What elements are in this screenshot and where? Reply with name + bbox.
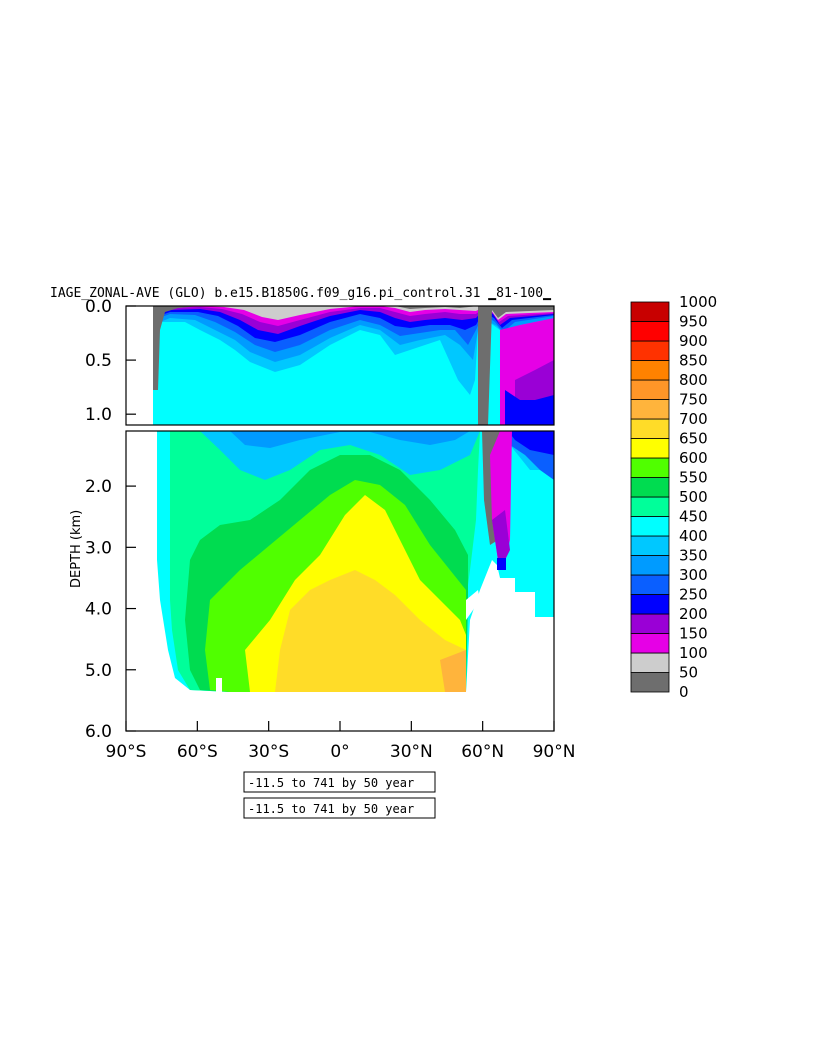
colorbar-swatch	[630, 438, 670, 459]
x-tick-label: 60°N	[461, 742, 504, 762]
x-tick-label: 30°N	[390, 742, 433, 762]
colorbar-label: 750	[679, 391, 708, 409]
colorbar-swatch	[630, 652, 670, 673]
y-tick-label: 2.0	[85, 477, 112, 497]
colorbar-swatch	[630, 496, 670, 517]
x-tick-label: 60°S	[177, 742, 218, 762]
y-tick-label: 0.5	[85, 351, 112, 371]
y-tick-label: 4.0	[85, 600, 112, 620]
colorbar-swatch	[630, 360, 670, 381]
colorbar-swatch	[630, 555, 670, 576]
y-tick-label: 1.0	[85, 405, 112, 425]
chart-title: IAGE_ZONAL-AVE (GLO) b.e15.B1850G.f09_g1…	[50, 286, 551, 301]
colorbar-swatch	[630, 321, 670, 342]
colorbar-swatch	[630, 516, 670, 537]
colorbar-label: 250	[679, 586, 708, 604]
y-axis-label: DEPTH (km)	[69, 510, 84, 588]
colorbar-label: 700	[679, 410, 708, 428]
colorbar-swatch	[630, 418, 670, 439]
colorbar-swatch	[630, 477, 670, 498]
contour-note-1: -11.5 to 741 by 50 year	[248, 776, 414, 790]
upper-panel-frame	[125, 305, 555, 426]
colorbar-label: 600	[679, 449, 708, 467]
y-tick-label: 0.0	[85, 297, 112, 317]
colorbar-label: 850	[679, 352, 708, 370]
colorbar-label: 500	[679, 488, 708, 506]
colorbar-swatch	[630, 457, 670, 478]
colorbar-label: 50	[679, 664, 698, 682]
y-tick-label: 5.0	[85, 661, 112, 681]
colorbar-swatch	[630, 613, 670, 634]
y-axis: 0.0 0.5 1.0 2.0 3.0 4.0 5.0 6.0	[85, 297, 136, 742]
x-tick-label: 0°	[330, 742, 349, 762]
colorbar-swatch	[630, 399, 670, 420]
colorbar-swatch	[630, 574, 670, 595]
y-tick-label: 3.0	[85, 538, 112, 558]
colorbar-swatch	[630, 379, 670, 400]
lower-panel-fill	[126, 431, 554, 731]
colorbar-label: 950	[679, 313, 708, 331]
y-tick-label: 6.0	[85, 722, 112, 742]
upper-panel-fill	[126, 306, 554, 425]
colorbar-swatch	[630, 594, 670, 615]
contour-note-box-1	[243, 771, 436, 793]
colorbar-label: 100	[679, 644, 708, 662]
colorbar-swatch	[630, 672, 670, 693]
colorbar-label: 550	[679, 469, 708, 487]
x-tick-label: 90°N	[533, 742, 576, 762]
colorbar-label: 650	[679, 430, 708, 448]
colorbar-label: 200	[679, 605, 708, 623]
contour-note-box-2	[243, 797, 436, 819]
x-tick-label: 30°S	[248, 742, 289, 762]
colorbar-swatch	[630, 633, 670, 654]
colorbar-swatch	[630, 301, 670, 322]
colorbar-label: 800	[679, 371, 708, 389]
colorbar-label: 450	[679, 508, 708, 526]
colorbar-swatch	[630, 340, 670, 361]
x-tick-label: 90°S	[106, 742, 147, 762]
colorbar-label: 150	[679, 625, 708, 643]
colorbar-swatch	[630, 535, 670, 556]
colorbar-label: 400	[679, 527, 708, 545]
colorbar-label: 350	[679, 547, 708, 565]
colorbar-label: 0	[679, 683, 689, 701]
colorbar-label: 1000	[679, 293, 717, 311]
contour-note-2: -11.5 to 741 by 50 year	[248, 802, 414, 816]
x-axis: 90°S 60°S 30°S 0° 30°N 60°N 90°N	[106, 721, 576, 762]
colorbar-label: 300	[679, 566, 708, 584]
colorbar-label: 900	[679, 332, 708, 350]
